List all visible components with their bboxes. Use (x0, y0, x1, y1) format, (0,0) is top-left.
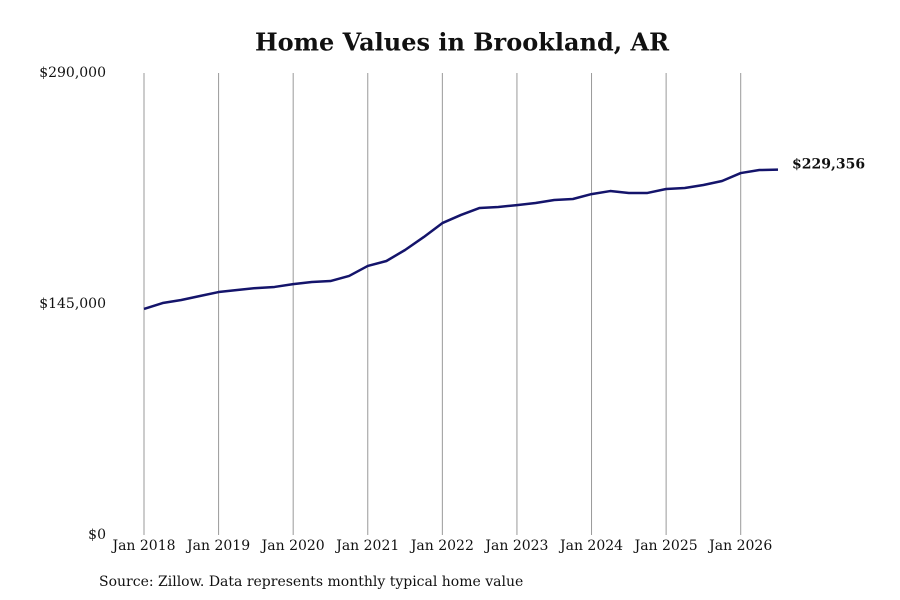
y-tick-label: $0 (88, 527, 106, 543)
y-tick-label: $145,000 (39, 296, 106, 312)
x-tick-label: Jan 2026 (707, 538, 772, 554)
value-label: $229,356 (792, 157, 865, 173)
x-tick-label: Jan 2022 (409, 538, 474, 554)
x-tick-label: Jan 2024 (558, 538, 623, 554)
y-tick-label: $290,000 (39, 65, 106, 81)
x-tick-label: Jan 2025 (633, 538, 698, 554)
line-series (143, 168, 779, 311)
x-tick-label: Jan 2020 (260, 538, 325, 554)
x-tick-label: Jan 2018 (110, 538, 175, 554)
source-note: Source: Zillow. Data represents monthly … (99, 574, 523, 590)
x-tick-label: Jan 2021 (334, 538, 399, 554)
x-tick-label: Jan 2019 (185, 538, 250, 554)
x-tick-label: Jan 2023 (483, 538, 548, 554)
chart-title: Home Values in Brookland, AR (255, 28, 670, 57)
